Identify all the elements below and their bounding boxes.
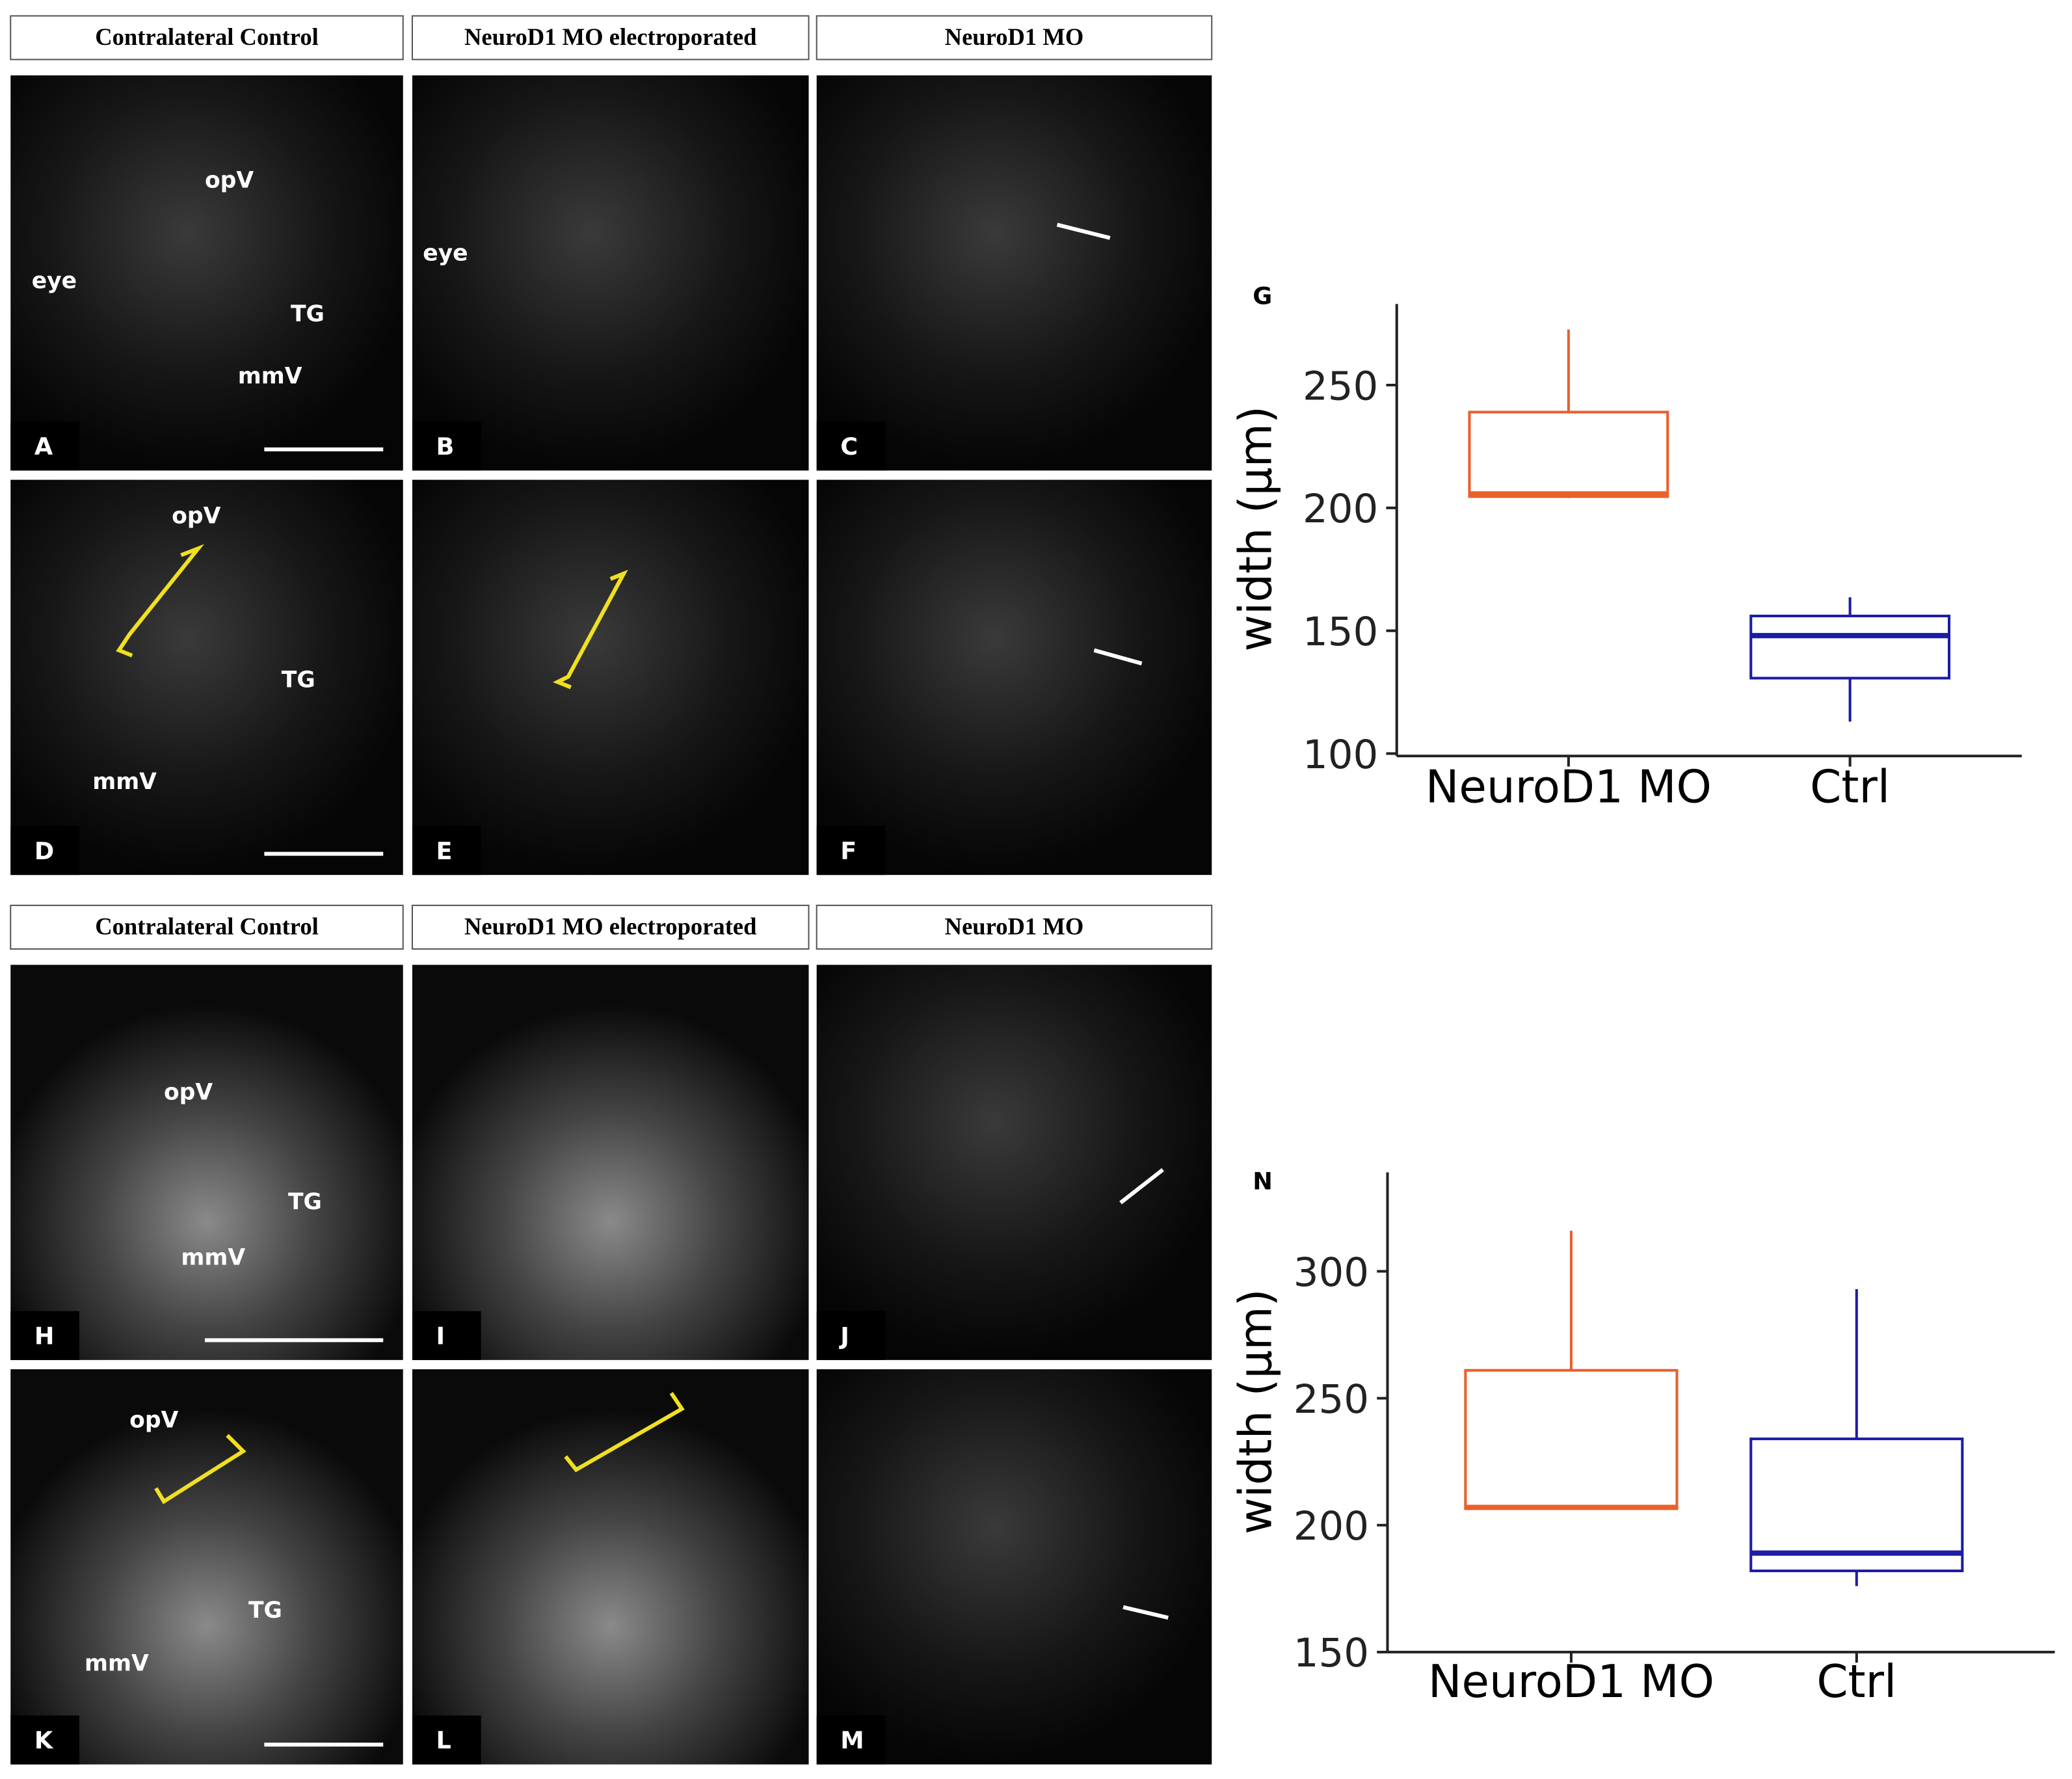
- y-tick-label: 300: [1294, 1250, 1369, 1296]
- panel-label-bg: [412, 825, 481, 876]
- panel-label: E: [436, 837, 453, 865]
- annotation: mmV: [92, 769, 157, 795]
- y-tick-label: 250: [1294, 1376, 1369, 1423]
- header-box: [411, 15, 810, 60]
- box: [1468, 410, 1669, 498]
- panel-label-bg: [816, 1311, 886, 1360]
- y-tick-label: 150: [1303, 609, 1378, 655]
- box: [1749, 614, 1951, 680]
- micrograph: [10, 479, 403, 876]
- annotation: eye: [423, 240, 468, 266]
- y-tick-label: 150: [1294, 1630, 1369, 1676]
- header: NeuroD1 MO electroporated: [464, 913, 756, 940]
- panel-label: K: [34, 1726, 54, 1754]
- annotation: TG: [282, 667, 315, 693]
- y-axis-label: width (μm): [1230, 1289, 1282, 1534]
- micrograph: [412, 965, 809, 1360]
- micrograph: [10, 965, 403, 1360]
- image-panels: Contralateral Control NeuroD1 MO electrop…: [10, 15, 1213, 1765]
- annotation: opV: [205, 168, 254, 194]
- panel-label: C: [840, 433, 858, 461]
- micrograph: [10, 1369, 403, 1765]
- box: [1749, 1438, 1964, 1573]
- header: NeuroD1 MO: [945, 913, 1084, 940]
- micrograph: [412, 479, 809, 876]
- panel-label: A: [34, 433, 53, 461]
- header-box: [816, 15, 1213, 60]
- bracket: [564, 1391, 685, 1473]
- header: NeuroD1 MO electroporated: [464, 23, 756, 50]
- panel-label: L: [436, 1726, 451, 1754]
- box: [1464, 1369, 1679, 1510]
- annotation: mmV: [238, 363, 302, 389]
- micrograph: [412, 75, 809, 471]
- annotation: opV: [129, 1407, 178, 1433]
- panel-label-bg: [412, 1715, 481, 1765]
- annotation: eye: [32, 268, 77, 294]
- bracket: [116, 544, 205, 658]
- annotation: TG: [248, 1598, 282, 1624]
- micrograph: [412, 1369, 809, 1765]
- header: Contralateral Control: [95, 23, 319, 50]
- bracket: [154, 1434, 246, 1505]
- panel-label-bg: [412, 421, 481, 471]
- annotation: mmV: [85, 1650, 149, 1676]
- header: Contralateral Control: [95, 913, 319, 940]
- arrow: [1056, 222, 1111, 240]
- panel-label: B: [436, 433, 455, 461]
- x-tick-label: Ctrl: [1810, 761, 1890, 813]
- micrograph: [816, 479, 1212, 876]
- panel-label: D: [34, 837, 54, 865]
- panel-label-bg: [412, 1311, 481, 1360]
- decorations: [116, 222, 1169, 1747]
- annotation: opV: [172, 503, 220, 529]
- header-box: [816, 904, 1213, 950]
- panel-label-bg: [10, 1715, 79, 1765]
- bracket: [553, 569, 628, 689]
- panel-label: J: [838, 1322, 849, 1350]
- arrow: [1093, 648, 1143, 665]
- annotation: TG: [288, 1189, 322, 1215]
- panel-label: M: [840, 1726, 864, 1754]
- micrograph: [10, 75, 403, 471]
- x-tick-label: NeuroD1 MO: [1426, 761, 1712, 813]
- header-box: [10, 15, 404, 60]
- panel-label-bg: [10, 1311, 79, 1360]
- chart-label: N: [1253, 1168, 1273, 1196]
- header-box: [10, 904, 404, 950]
- annotation: opV: [164, 1080, 213, 1106]
- arrow: [1119, 1168, 1164, 1205]
- panel-label-bg: [816, 825, 886, 876]
- panel-label: H: [34, 1322, 55, 1350]
- panel-label-bg: [816, 1715, 886, 1765]
- micrograph: [816, 75, 1212, 471]
- header-box: [411, 904, 810, 950]
- y-tick-label: 200: [1294, 1503, 1369, 1549]
- y-tick-label: 100: [1303, 732, 1378, 778]
- micrograph: [816, 1369, 1212, 1765]
- y-tick-label: 200: [1303, 486, 1378, 532]
- panel-label-bg: [816, 421, 886, 471]
- annotation: mmV: [181, 1245, 245, 1271]
- panel-label-bg: [10, 825, 79, 876]
- panel-label-bg: [10, 421, 79, 471]
- x-tick-label: Ctrl: [1816, 1656, 1896, 1708]
- arrow: [1122, 1605, 1169, 1620]
- y-axis-label: width (μm): [1230, 406, 1282, 652]
- panel-label: F: [840, 837, 857, 865]
- annotation: TG: [291, 301, 325, 327]
- header: NeuroD1 MO: [945, 23, 1084, 50]
- chart-label: G: [1253, 282, 1272, 310]
- y-tick-label: 250: [1303, 363, 1378, 409]
- panel-label: I: [436, 1322, 445, 1350]
- x-tick-label: NeuroD1 MO: [1428, 1656, 1714, 1708]
- micrograph: [816, 965, 1212, 1360]
